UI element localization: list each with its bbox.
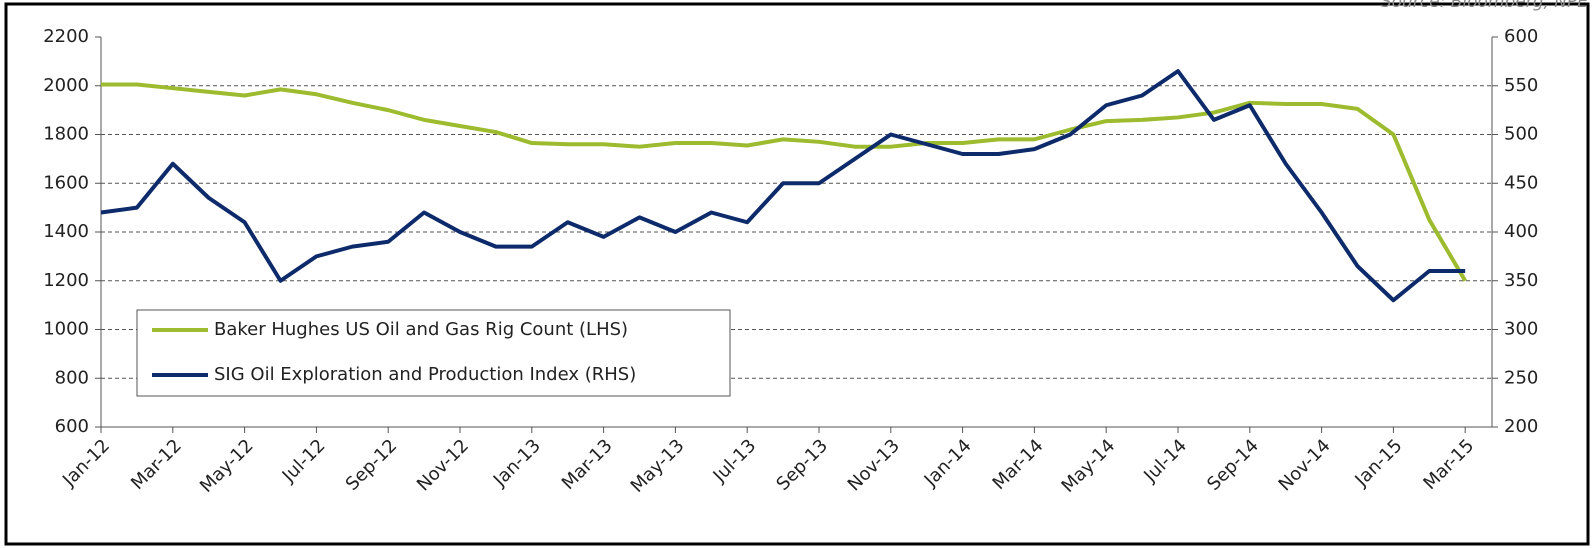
x-tick-label: Jul-12 — [278, 435, 330, 487]
x-tick-label: Sep-12 — [342, 435, 402, 495]
x-tick-label: Nov-13 — [844, 435, 904, 495]
y-tick-label: 1600 — [43, 172, 89, 193]
y-tick-label: 2000 — [43, 75, 89, 96]
legend-label: Baker Hughes US Oil and Gas Rig Count (L… — [214, 319, 628, 340]
source-note: Source: Bloomberg, NPE — [1381, 0, 1588, 12]
frame — [4, 2, 1590, 546]
y2-tick-label: 500 — [1504, 124, 1538, 145]
x-tick-label: Sep-14 — [1203, 435, 1263, 495]
y-tick-label: 1000 — [43, 319, 89, 340]
x-tick-label: Jan-14 — [920, 435, 976, 491]
series-line — [100, 69, 1466, 303]
y2-tick-label: 600 — [1504, 26, 1538, 47]
legend-box — [136, 309, 731, 397]
series-line — [101, 82, 1467, 282]
y-tick-label: 600 — [55, 416, 89, 437]
y2-tick-label: 450 — [1504, 172, 1538, 193]
y2-tick-label: 300 — [1504, 319, 1538, 340]
x-tick-label: Mar-15 — [1419, 435, 1478, 494]
x-tick-label: Nov-14 — [1275, 435, 1335, 495]
legend: Baker Hughes US Oil and Gas Rig Count (L… — [136, 309, 731, 397]
y-tick-label: 1800 — [43, 124, 89, 145]
y-tick-label: 800 — [55, 367, 89, 388]
x-tick-label: Nov-12 — [413, 435, 473, 495]
x-tick-label: May-14 — [1058, 435, 1120, 497]
x-tick-label: Jan-12 — [58, 435, 114, 491]
y-tick-label: 2200 — [43, 26, 89, 47]
x-tick-label: Jul-14 — [1139, 435, 1191, 487]
y2-tick-label: 200 — [1504, 416, 1538, 437]
y2-tick-label: 250 — [1504, 367, 1538, 388]
y2-tick-label: 350 — [1504, 270, 1538, 291]
x-tick-label: May-12 — [196, 435, 258, 497]
y2-tick-label: 400 — [1504, 221, 1538, 242]
x-tick-label: Jul-13 — [709, 435, 761, 487]
x-tick-label: Jan-15 — [1350, 435, 1406, 491]
x-tick-label: Sep-13 — [772, 435, 832, 495]
x-tick-label: Jan-13 — [489, 435, 545, 491]
y-tick-label: 1200 — [43, 270, 89, 291]
x-tick-label: May-13 — [627, 435, 689, 497]
y2-tick-label: 550 — [1504, 75, 1538, 96]
x-tick-label: Mar-12 — [127, 435, 186, 494]
y-tick-label: 1400 — [43, 221, 89, 242]
x-tick-label: Mar-14 — [989, 435, 1048, 494]
legend-label: SIG Oil Exploration and Production Index… — [214, 364, 636, 385]
x-tick-label: Mar-13 — [558, 435, 617, 494]
